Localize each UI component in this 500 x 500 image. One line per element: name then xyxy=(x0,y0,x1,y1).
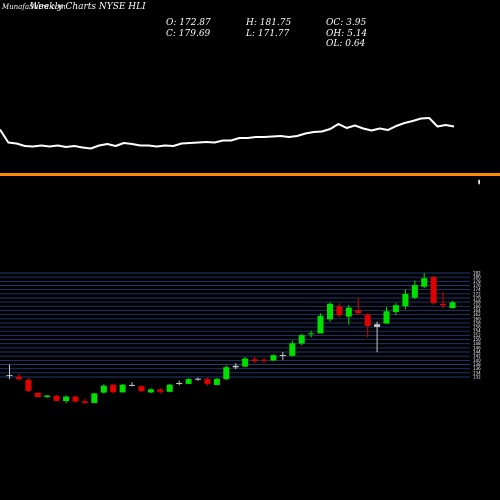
price-grid xyxy=(0,272,470,378)
price-tick-label: 158 xyxy=(473,320,481,325)
candle-body xyxy=(110,384,117,393)
candle-body xyxy=(251,359,258,361)
candle-body xyxy=(364,314,371,326)
candle-body xyxy=(119,384,126,393)
price-tick-label: 148 xyxy=(473,341,481,346)
candle-body xyxy=(355,310,362,314)
candle-body xyxy=(298,335,305,344)
price-tick-label: 152 xyxy=(473,333,481,338)
candle-body xyxy=(345,307,352,317)
candle-body xyxy=(166,384,173,392)
candle-body xyxy=(289,343,296,356)
price-tick-label: 134 xyxy=(473,370,481,375)
candle-body xyxy=(383,311,390,324)
candle-body xyxy=(100,385,107,393)
candle-body xyxy=(138,386,145,392)
price-tick-label: 160 xyxy=(473,316,481,321)
stat-oc: OC: 3.95 xyxy=(326,18,366,28)
candle-body xyxy=(392,305,399,313)
candle-body xyxy=(53,395,60,401)
candle-body xyxy=(430,277,437,303)
stat-low: L: 171.77 xyxy=(245,29,290,39)
candle-body xyxy=(15,376,22,380)
candle-body xyxy=(242,358,249,367)
price-tick-label: 174 xyxy=(473,287,481,292)
candle-body xyxy=(213,378,220,385)
price-tick-label: 136 xyxy=(473,366,481,371)
reference-line xyxy=(0,173,500,176)
candle-body xyxy=(204,379,211,384)
candle-body xyxy=(279,355,286,356)
price-tick-label: 142 xyxy=(473,354,481,359)
candle-body xyxy=(6,375,13,377)
price-tick-label: 150 xyxy=(473,337,481,342)
candle-body xyxy=(261,359,267,361)
price-tick-label: 170 xyxy=(473,296,481,301)
candle-body xyxy=(25,379,32,391)
candle-body xyxy=(336,306,343,315)
candle-body xyxy=(147,389,154,393)
stat-high: H: 181.75 xyxy=(245,18,292,28)
price-tick-label: 146 xyxy=(473,345,481,350)
chart-title: Weekly Charts NYSE HLI xyxy=(30,2,146,12)
candle-body xyxy=(449,302,456,309)
price-tick-label: 172 xyxy=(473,291,481,296)
candle-body xyxy=(317,315,324,334)
marker-glyph xyxy=(478,179,480,185)
candle-body xyxy=(176,383,183,384)
candle-body xyxy=(129,384,135,386)
candle-body xyxy=(157,389,164,392)
stat-oh: OH: 5.14 xyxy=(326,29,367,39)
candle-body xyxy=(91,393,98,403)
price-tick-label: 178 xyxy=(473,279,481,284)
indicator-panel xyxy=(0,117,455,150)
price-tick-label: 140 xyxy=(473,358,481,363)
price-tick-label: 162 xyxy=(473,312,481,317)
price-tick-label: 164 xyxy=(473,308,481,313)
candle-body xyxy=(402,293,409,307)
price-tick-label: 154 xyxy=(473,329,481,334)
candle-body xyxy=(411,285,418,298)
candles xyxy=(6,273,456,404)
stat-ol: OL: 0.64 xyxy=(326,39,366,49)
price-tick-label: 168 xyxy=(473,300,481,305)
candle-body xyxy=(440,303,447,306)
candle-body xyxy=(421,278,428,287)
price-axis: 1821801781761741721701681661641621601581… xyxy=(473,271,481,380)
candle-body xyxy=(374,324,381,327)
candle-body xyxy=(185,379,192,384)
price-tick-label: 156 xyxy=(473,325,481,330)
price-tick-label: 144 xyxy=(473,350,481,355)
candle-body xyxy=(81,401,88,403)
candle-body xyxy=(195,378,201,380)
price-tick-label: 138 xyxy=(473,362,481,367)
price-tick-label: 176 xyxy=(473,283,481,288)
stat-close: C: 179.69 xyxy=(166,29,211,39)
candle-body xyxy=(223,367,230,380)
candle-body xyxy=(232,365,239,368)
price-tick-label: 180 xyxy=(473,275,481,280)
candle-body xyxy=(44,395,51,397)
price-tick-label: 132 xyxy=(473,375,481,380)
stat-open: O: 172.87 xyxy=(166,18,211,28)
price-tick-label: 182 xyxy=(473,271,481,276)
candle-body xyxy=(72,396,79,402)
candle-body xyxy=(308,333,315,335)
candle-body xyxy=(63,396,70,401)
indicator-line xyxy=(0,117,455,150)
price-tick-label: 166 xyxy=(473,304,481,309)
candle-body xyxy=(270,355,277,361)
candle-body xyxy=(327,303,333,320)
brand-label: MunafaSutra.com xyxy=(1,3,66,11)
candle-body xyxy=(34,392,41,397)
